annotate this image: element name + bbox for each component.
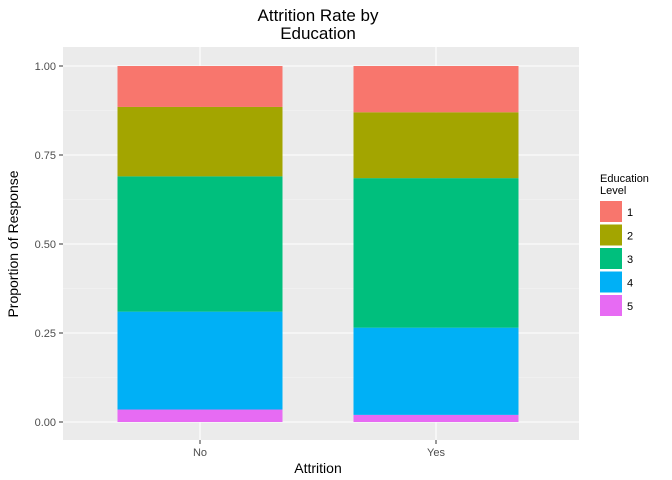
bars	[117, 66, 519, 422]
chart-title-line-1: Attrition Rate by	[258, 6, 379, 25]
bar-segment-yes-level-5	[353, 414, 519, 422]
chart-title-line-2: Education	[280, 24, 356, 43]
legend-label-level-5: 5	[627, 301, 633, 313]
legend-title-line-1: Education	[600, 173, 649, 185]
legend: Education Level 1 2 3 4 5	[600, 173, 649, 316]
y-tick-label: 0.75	[35, 150, 56, 162]
bar-segment-yes-level-3	[353, 178, 519, 328]
y-tick-label: 0.50	[35, 239, 56, 251]
legend-title-line-2: Level	[600, 185, 626, 197]
legend-label-level-3: 3	[627, 254, 633, 266]
legend-items: 1 2 3 4 5	[600, 201, 633, 316]
bar-segment-yes-level-1	[353, 66, 519, 113]
x-ticks: No Yes	[193, 440, 445, 459]
bar-segment-no-level-4	[117, 311, 283, 410]
legend-key-level-5	[600, 295, 622, 316]
y-axis-title: Proportion of Response	[5, 170, 21, 317]
legend-key-level-2	[600, 224, 622, 246]
x-axis-title: Attrition	[294, 460, 341, 476]
y-tick-label: 0.00	[35, 417, 56, 429]
bar-segment-no-level-2	[117, 106, 283, 177]
y-tick-label: 1.00	[35, 61, 56, 73]
x-tick-label-no: No	[193, 447, 207, 459]
legend-label-level-4: 4	[627, 278, 633, 290]
y-tick-label: 0.25	[35, 328, 56, 340]
legend-key-level-3	[600, 248, 622, 269]
legend-key-level-1	[600, 201, 622, 222]
y-ticks: 0.00 0.25 0.50 0.75 1.00	[35, 61, 63, 429]
legend-label-level-2: 2	[627, 231, 633, 243]
bar-segment-no-level-5	[117, 409, 283, 422]
legend-key-level-4	[600, 271, 622, 293]
bar-segment-no-level-1	[117, 66, 283, 107]
legend-label-level-1: 1	[627, 207, 633, 219]
bar-segment-no-level-3	[117, 176, 283, 312]
x-tick-label-yes: Yes	[427, 447, 445, 459]
bar-segment-yes-level-4	[353, 327, 519, 415]
bar-segment-yes-level-2	[353, 112, 519, 179]
